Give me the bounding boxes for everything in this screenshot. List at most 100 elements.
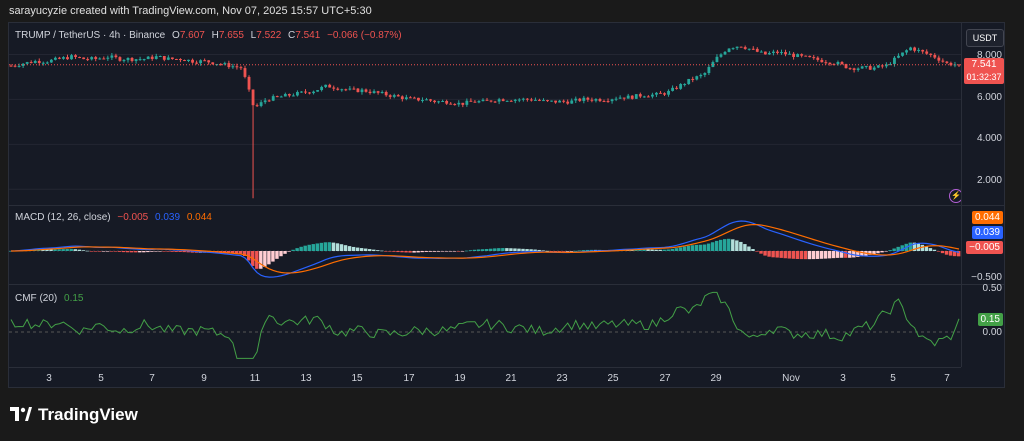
candle-body	[118, 57, 122, 61]
candle-body	[699, 74, 703, 77]
time-label: Nov	[782, 373, 800, 384]
macd-histogram-bar	[432, 251, 436, 252]
candle-body	[933, 54, 937, 58]
lightning-icon[interactable]: ⚡	[949, 189, 961, 203]
candle-body	[170, 57, 174, 59]
candle-body	[433, 100, 436, 103]
candle-body	[925, 51, 929, 54]
cmf-chart[interactable]	[9, 285, 961, 367]
macd-histogram-bar	[174, 251, 178, 252]
candle-body	[562, 100, 566, 102]
macd-histogram-bar	[351, 246, 356, 251]
chart-frame[interactable]: TRUMP / TetherUS · 4h · Binance O7.607 H…	[8, 22, 1005, 388]
macd-histogram-bar	[513, 248, 517, 251]
candle-body	[191, 59, 194, 63]
candle-body	[473, 101, 477, 103]
macd-histogram-bar	[779, 251, 783, 258]
price-tick: 8.000	[976, 50, 1002, 61]
open-value: 7.607	[179, 30, 205, 41]
macd-histogram-bar	[230, 251, 235, 254]
candle-body	[816, 57, 820, 60]
candle-body	[380, 91, 384, 93]
macd-histogram-bar	[267, 251, 271, 265]
currency-button[interactable]: USDT	[966, 29, 1004, 47]
macd-histogram-bar	[666, 249, 670, 251]
cmf-label[interactable]: CMF (20)	[15, 293, 58, 304]
macd-histogram-bar	[791, 251, 796, 259]
macd-histogram-bar	[158, 251, 162, 252]
last-price-value: 7.541	[971, 59, 997, 70]
candle-body	[679, 84, 683, 89]
candle-body	[174, 58, 178, 60]
candle-body	[134, 59, 138, 61]
candle-body	[711, 62, 715, 68]
candle-body	[893, 57, 896, 65]
candle-body	[501, 99, 505, 102]
cmf-badge: 0.15	[977, 313, 1003, 326]
pane-separator[interactable]	[9, 205, 1005, 206]
candlestick-chart[interactable]	[9, 23, 961, 205]
macd-scale[interactable]: 0.044 0.039 −0.005 −0.500	[961, 206, 1005, 284]
macd-histogram-bar	[565, 251, 570, 252]
macd-histogram-bar	[255, 251, 259, 269]
candle-body	[417, 97, 420, 101]
candle-body	[602, 101, 606, 103]
cmf-scale[interactable]: 0.50 0.15 0.00	[961, 283, 1005, 367]
macd-histogram-bar	[751, 249, 755, 251]
symbol-label[interactable]: TRUMP / TetherUS · 4h · Binance	[15, 30, 166, 41]
candle-body	[453, 104, 457, 106]
candle-body	[37, 60, 41, 64]
candle-body	[29, 62, 33, 64]
candle-body	[481, 99, 485, 102]
macd-histogram-bar	[121, 251, 126, 253]
macd-histogram-bar	[690, 245, 695, 251]
candle-body	[219, 64, 223, 66]
candle-body	[836, 62, 840, 65]
candle-body	[828, 62, 832, 65]
candle-body	[884, 64, 888, 67]
candle-body	[49, 59, 53, 63]
time-label: 3	[840, 373, 846, 384]
macd-histogram-bar	[226, 251, 231, 254]
candle-body	[142, 59, 146, 61]
macd-histogram-bar	[307, 244, 311, 251]
macd-histogram-bar	[823, 251, 828, 259]
candle-body	[13, 65, 17, 67]
macd-chart[interactable]	[9, 206, 961, 284]
macd-histogram-bar	[69, 248, 73, 251]
candle-body	[868, 66, 872, 70]
candle-body	[957, 64, 961, 66]
macd-legend: MACD (12, 26, close) −0.005 0.039 0.044	[15, 212, 216, 223]
macd-histogram-bar	[755, 251, 759, 252]
price-scale[interactable]: USDT 8.000 6.000 4.000 2.000 7.541 01:32…	[961, 23, 1005, 205]
price-pane[interactable]: TRUMP / TetherUS · 4h · Binance O7.607 H…	[9, 23, 961, 205]
pane-separator[interactable]	[9, 284, 1005, 285]
macd-histogram-bar	[448, 251, 453, 252]
macd-histogram-bar	[142, 251, 146, 253]
macd-histogram-bar	[134, 251, 138, 253]
macd-histogram-bar	[654, 249, 658, 251]
time-axis[interactable]: 3 5 7 9 11 13 15 17 19 21 23 25 27 29 Nov 3 5 7	[9, 367, 961, 388]
macd-pane[interactable]: MACD (12, 26, close) −0.005 0.039 0.044	[9, 206, 961, 284]
candle-body	[312, 91, 315, 94]
price-tick: 4.000	[976, 133, 1002, 144]
macd-histogram-bar	[767, 251, 771, 257]
candle-body	[719, 54, 723, 57]
time-label: 3	[46, 373, 52, 384]
candle-body	[376, 91, 380, 93]
candle-body	[788, 53, 791, 55]
macd-histogram-bar	[384, 251, 388, 252]
candle-body	[78, 56, 82, 58]
time-label: 25	[607, 373, 619, 384]
macd-histogram-bar	[53, 249, 57, 251]
cmf-pane[interactable]: CMF (20) 0.15	[9, 285, 961, 367]
candle-body	[45, 62, 49, 64]
candle-body	[550, 100, 553, 102]
candle-body	[360, 89, 364, 93]
macd-histogram-bar	[537, 249, 541, 251]
candle-body	[404, 97, 408, 100]
macd-label[interactable]: MACD (12, 26, close)	[15, 212, 111, 223]
macd-histogram-bar	[424, 251, 428, 252]
macd-histogram-bar	[497, 248, 501, 251]
macd-histogram-bar	[517, 248, 521, 251]
